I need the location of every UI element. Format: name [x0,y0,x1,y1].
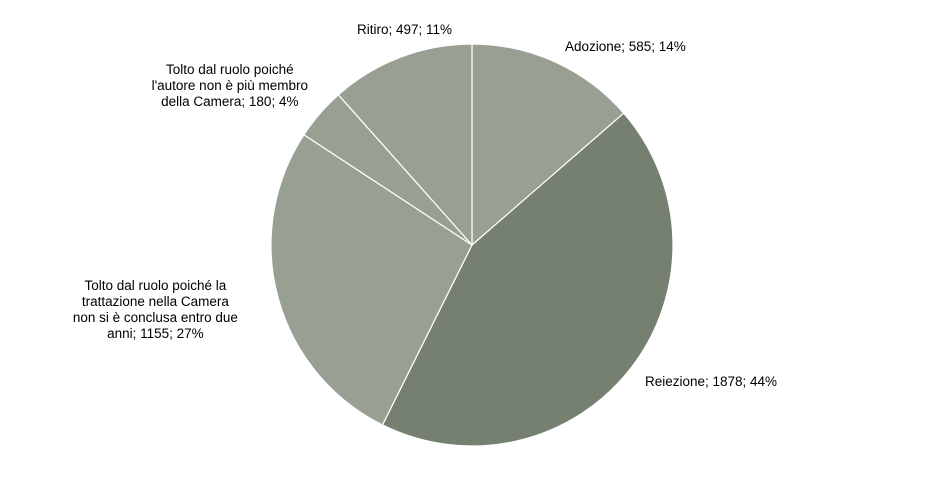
pie-slice-1 [471,43,625,246]
pie-slice-2 [381,112,674,447]
slice-label-4-line-2: l'autore non è più membro [152,78,308,93]
slice-label-1-line-1: Adozione; 585; 14% [565,39,686,54]
slice-label-5: Ritiro; 497; 11% [357,22,452,37]
slice-label-3-line-3: non si è conclusa entro due [73,310,238,325]
pie-labels: Adozione; 585; 14% Reiezione; 1878; 44% To… [73,22,777,389]
slice-label-3-line-1: Tolto dal ruolo poiché la [84,278,226,293]
pie-slice-3 [270,134,473,426]
slice-label-4-line-1: Tolto dal ruolo poiché [166,62,294,77]
slice-label-3: Tolto dal ruolo poiché la trattazione nel… [73,278,238,341]
slice-label-4: Tolto dal ruolo poiché l'autore non è più… [152,62,308,109]
slice-label-2-line-1: Reiezione; 1878; 44% [645,374,777,389]
pie-slices [270,43,674,447]
slice-label-2: Reiezione; 1878; 44% [645,374,777,389]
slice-label-1: Adozione; 585; 14% [565,39,686,54]
slice-label-3-line-4: anni; 1155; 27% [107,326,204,341]
slice-label-4-line-3: della Camera; 180; 4% [161,94,298,109]
slice-label-3-line-2: trattazione nella Camera [82,294,230,309]
slice-label-5-line-1: Ritiro; 497; 11% [357,22,452,37]
pie-slice-5 [337,43,473,246]
